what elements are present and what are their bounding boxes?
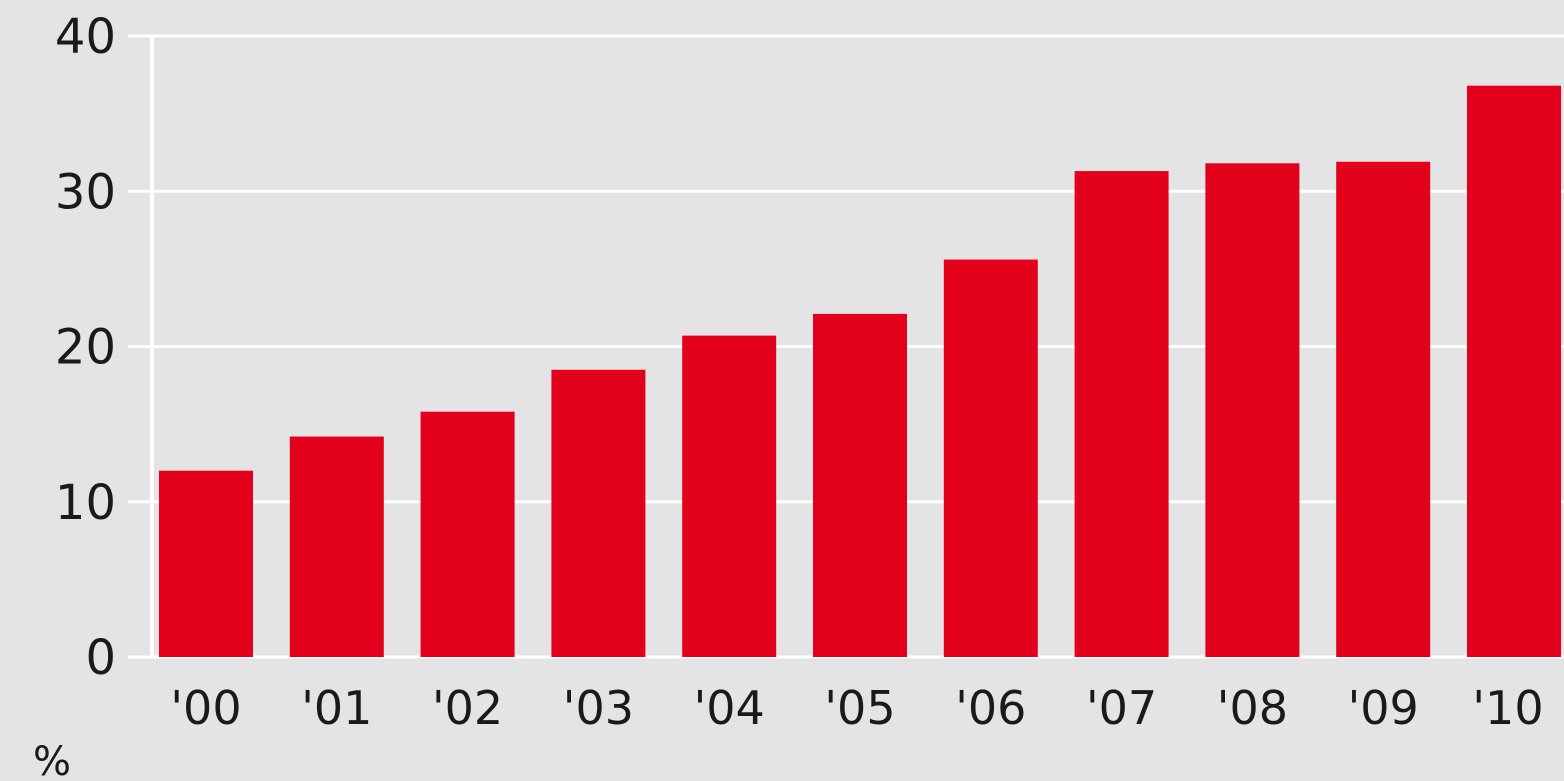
y-tick-label: 0 [85,630,116,686]
x-tick-label: '10 [1472,681,1543,735]
x-tick-label: '08 [1217,681,1288,735]
bars [159,85,1561,658]
bar [1467,85,1561,658]
bar [1205,163,1300,657]
y-tick-label: 10 [55,475,116,531]
bar [289,436,384,657]
y-tick-label: 30 [55,164,116,220]
bar [1336,161,1431,657]
x-tick-label: '03 [563,681,634,735]
y-tick-label: 20 [55,320,116,376]
x-tick-label: '09 [1348,681,1419,735]
bar [420,411,515,657]
y-axis-ticks: 0 10 20 30 40 [55,9,116,686]
bar [813,313,907,657]
bar [943,259,1038,657]
x-tick-label: '05 [824,681,895,735]
x-tick-label: '04 [694,681,765,735]
x-tick-label: '00 [170,681,241,735]
x-tick-label: '06 [955,681,1026,735]
x-axis-ticks: '00 '01 '02 '03 '04 '05 '06 '07 '08 '09 '10 [170,681,1543,735]
bar [551,369,646,657]
y-tick-label: 40 [55,9,116,65]
x-tick-label: '01 [301,681,372,735]
bar [159,470,253,657]
bar [1074,171,1169,657]
x-tick-label: '07 [1086,681,1157,735]
x-tick-label: '02 [432,681,503,735]
bar [682,335,777,657]
y-axis-unit-label: % [33,739,71,781]
